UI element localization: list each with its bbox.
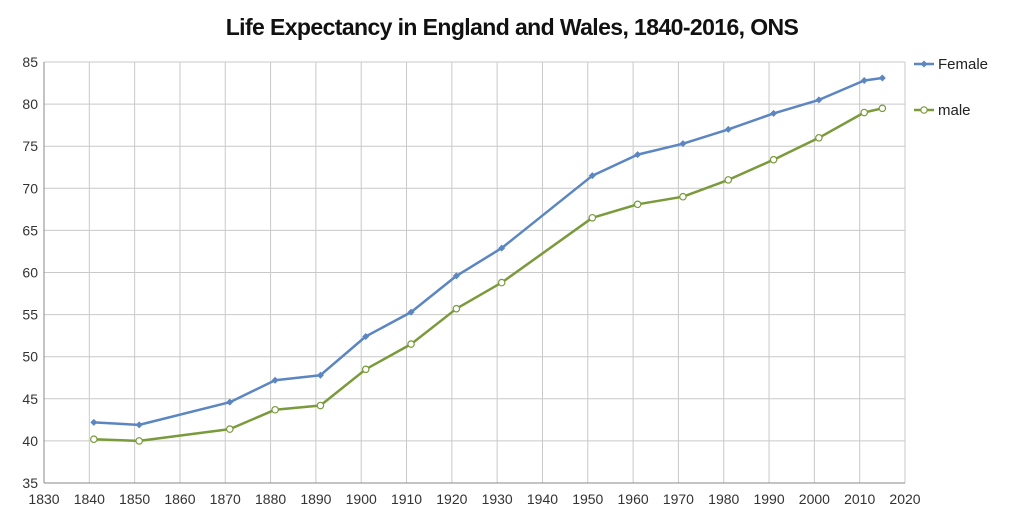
y-tick-label: 50 [22,349,38,365]
y-tick-label: 40 [22,433,38,449]
legend-label: male [938,102,971,119]
data-point [225,425,234,433]
series-male [90,104,887,445]
data-point [498,244,506,252]
data-point [878,104,887,113]
data-point [407,308,415,316]
y-tick-label: 75 [22,138,38,154]
data-point [316,401,325,410]
data-point [679,192,687,201]
data-point [135,437,143,445]
data-point [634,151,642,159]
data-point [815,133,823,142]
x-tick-label: 1930 [482,491,513,507]
gridlines [43,61,906,484]
x-tick-label: 2000 [799,491,830,507]
data-point [271,376,279,384]
y-tick-label: 80 [22,96,38,112]
x-tick-label: 2010 [844,491,875,507]
data-point [815,96,823,104]
data-point [679,140,687,148]
x-tick-label: 1850 [119,491,150,507]
x-tick-label: 1830 [28,491,59,507]
data-point [724,176,733,184]
data-point [860,77,868,85]
y-tick-label: 70 [22,180,38,196]
data-point [452,304,461,313]
legend-marker [920,106,928,114]
data-point [271,405,279,414]
data-point [633,200,642,209]
data-point [226,398,234,406]
chart-title: Life Expectancy in England and Wales, 18… [225,14,799,40]
x-tick-label: 1940 [527,491,558,507]
legend-label: Female [938,56,988,73]
x-tick-label: 1960 [618,491,649,507]
x-tick-label: 1920 [436,491,467,507]
y-tick-label: 85 [22,54,38,70]
data-point [724,125,732,133]
data-point [90,435,98,444]
x-tick-label: 1970 [663,491,694,507]
y-tick-label: 35 [22,475,38,491]
data-point [452,272,460,280]
data-point [770,109,778,117]
data-point [588,172,596,180]
data-point [588,213,597,222]
data-point [860,108,869,117]
x-tick-label: 1980 [708,491,739,507]
x-tick-label: 1890 [300,491,331,507]
x-tick-label: 1990 [753,491,784,507]
data-point [362,332,370,340]
data-point [361,365,370,374]
x-tick-label: 1900 [346,491,377,507]
x-tick-label: 2020 [889,491,920,507]
data-point [90,418,98,426]
legend-item-female: Female [914,56,988,73]
y-tick-label: 55 [22,307,38,323]
y-tick-label: 45 [22,391,38,407]
data-point [407,340,415,348]
legend-item-male: male [914,102,971,119]
data-point [878,74,886,82]
legend-marker [920,60,928,68]
x-tick-label: 1860 [164,491,195,507]
x-tick-label: 1840 [74,491,105,507]
y-tick-label: 60 [22,265,38,281]
y-tick-label: 65 [22,222,38,238]
data-point [316,371,324,379]
data-point [769,155,778,164]
data-point [497,278,506,287]
series-female [90,74,886,429]
x-tick-label: 1870 [210,491,241,507]
x-tick-label: 1880 [255,491,286,507]
data-point [135,421,143,429]
x-tick-label: 1910 [391,491,422,507]
x-tick-label: 1950 [572,491,603,507]
